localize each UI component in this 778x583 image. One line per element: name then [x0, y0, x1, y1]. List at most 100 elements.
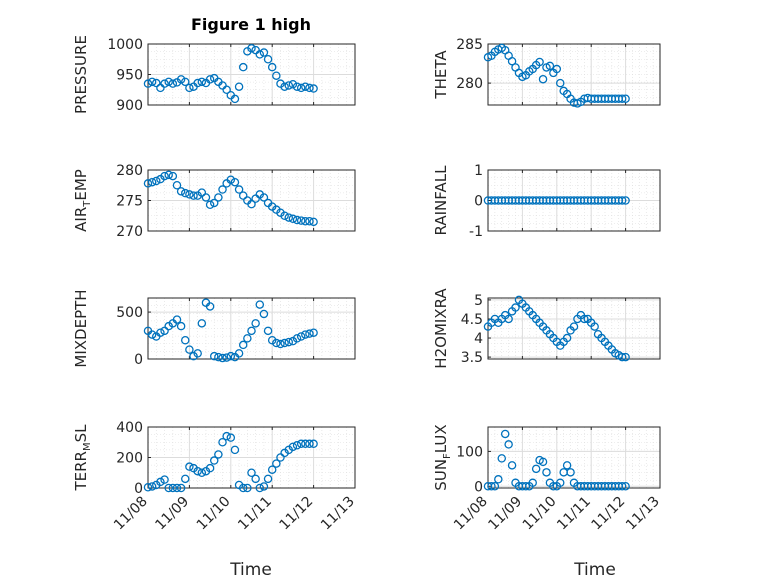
data-point	[549, 482, 558, 491]
data-point	[168, 171, 178, 181]
data-point	[172, 180, 182, 190]
data-point	[160, 475, 169, 484]
data-point	[238, 62, 248, 72]
data-point	[538, 74, 548, 84]
data-point	[205, 302, 215, 311]
data-point	[504, 314, 513, 324]
data-point	[494, 475, 503, 484]
y-tick-label: 4.5	[461, 312, 483, 328]
subplot-2: 280 285 THETA	[432, 37, 661, 108]
axes-box	[487, 297, 661, 360]
data-point	[201, 193, 211, 202]
data-point	[531, 464, 541, 474]
subplot-5: 0 500 MIXDEPTH	[72, 289, 356, 368]
data-point	[197, 77, 207, 87]
data-point	[243, 483, 252, 493]
data-point	[487, 482, 496, 491]
data-point	[209, 456, 219, 465]
data-point	[259, 48, 269, 57]
y-axis-label: RAINFALL	[432, 165, 450, 236]
data-point	[156, 83, 165, 93]
data-point	[301, 82, 310, 91]
data-point	[238, 483, 248, 493]
subplot-4: -1 0 1 RAINFALL	[432, 163, 661, 240]
data-point	[292, 82, 302, 91]
subplot-1: 900 950 1000 PRESSURE	[72, 35, 356, 114]
data-point	[296, 332, 306, 341]
data-point	[309, 328, 318, 337]
data-point	[243, 334, 252, 343]
data-point	[176, 187, 186, 196]
data-point	[621, 482, 630, 491]
data-point	[288, 80, 298, 89]
data-point	[147, 330, 157, 339]
x-tick-label: 11/09	[485, 494, 525, 534]
data-point	[617, 352, 627, 362]
data-point	[222, 353, 231, 362]
data-point	[197, 188, 207, 197]
data-point	[238, 191, 248, 200]
y-tick-label: 285	[456, 37, 483, 53]
data-point	[259, 193, 269, 202]
data-point	[226, 433, 236, 442]
data-point	[251, 319, 260, 328]
data-point	[296, 216, 306, 225]
data-point	[185, 462, 194, 471]
data-point	[218, 185, 227, 194]
y-tick-label: 400	[116, 420, 143, 436]
data-point	[185, 345, 194, 354]
data-point	[247, 199, 256, 209]
data-point	[305, 329, 314, 338]
data-point	[176, 321, 186, 331]
data-point	[214, 193, 223, 202]
data-point	[234, 82, 244, 91]
data-point	[263, 55, 273, 64]
x-tick-label: 11/08	[111, 494, 151, 534]
data-point	[197, 319, 207, 328]
y-axis-label: AIRTEMP	[72, 169, 93, 232]
data-point	[305, 83, 314, 93]
data-point	[255, 300, 265, 309]
data-point	[259, 482, 269, 491]
data-point	[301, 439, 310, 449]
y-axis-label: SUNFLUX	[432, 424, 453, 490]
data-point	[301, 330, 310, 339]
data-point	[168, 79, 178, 88]
data-point	[617, 94, 627, 103]
data-point	[209, 198, 219, 208]
data-point	[230, 445, 240, 455]
data-point	[507, 56, 517, 66]
x-tick-label: 11/13	[318, 494, 358, 534]
y-tick-label: 0	[474, 194, 483, 210]
y-tick-label: 200	[116, 451, 143, 467]
data-point	[143, 79, 153, 88]
data-point	[292, 215, 302, 225]
data-point	[292, 441, 302, 450]
subplot-7: 0 200 400 11/08 11/09 11/10 11/11 11/12 11/13 TER…	[72, 420, 358, 533]
data-point	[222, 431, 231, 441]
data-point	[164, 77, 173, 87]
data-point	[538, 457, 548, 467]
data-point	[230, 94, 240, 104]
data-point	[621, 94, 630, 103]
y-tick-label: -1	[469, 224, 483, 240]
data-point	[226, 351, 236, 361]
x-tick-label: 11/13	[623, 494, 663, 534]
data-point	[280, 211, 289, 220]
data-point	[152, 78, 161, 88]
axes-box	[487, 43, 661, 106]
data-point	[490, 482, 500, 491]
data-point	[590, 322, 599, 331]
data-point	[181, 474, 190, 484]
data-point	[205, 75, 215, 84]
data-point	[147, 177, 157, 187]
data-point	[251, 474, 260, 484]
x-tick-label: 11/08	[451, 494, 491, 534]
y-axis-label: MIXDEPTH	[72, 289, 90, 367]
data-point	[542, 468, 551, 477]
data-point	[309, 217, 318, 227]
x-tick-label: 11/10	[194, 494, 234, 534]
data-point	[205, 200, 215, 210]
